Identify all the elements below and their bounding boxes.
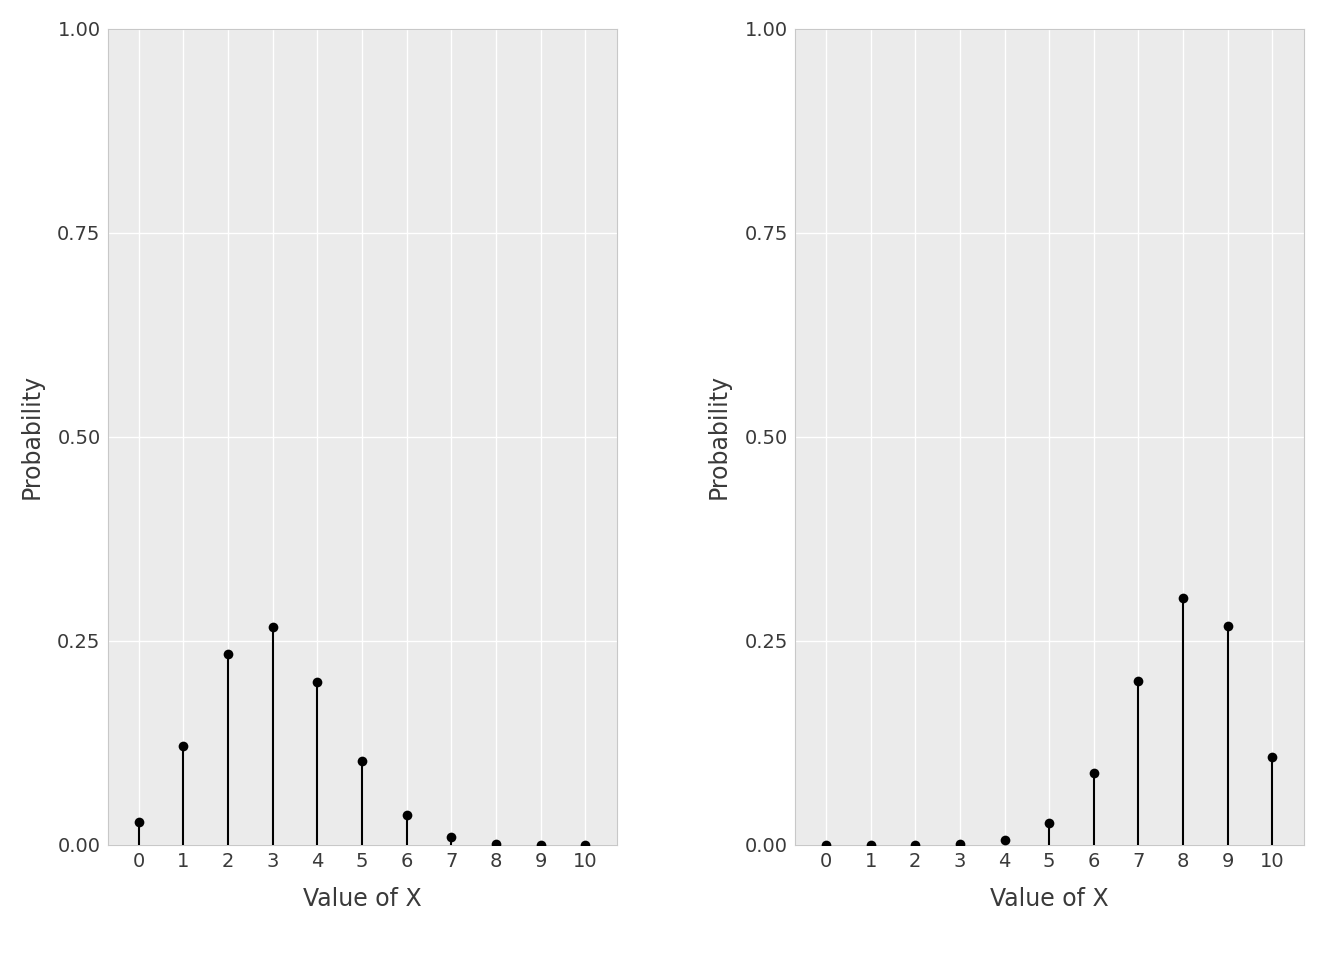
Point [993, 832, 1015, 848]
Point [218, 647, 239, 662]
Point [1128, 673, 1149, 688]
Point [860, 837, 882, 852]
Point [949, 836, 970, 852]
Point [306, 674, 328, 689]
Point [441, 829, 462, 845]
Point [905, 837, 926, 852]
Point [1218, 618, 1239, 634]
X-axis label: Value of X: Value of X [991, 887, 1109, 911]
X-axis label: Value of X: Value of X [302, 887, 421, 911]
Point [530, 837, 551, 852]
Point [1083, 765, 1105, 780]
Point [172, 738, 194, 754]
Point [351, 754, 372, 769]
Y-axis label: Probability: Probability [19, 374, 43, 499]
Point [262, 619, 284, 635]
Point [1039, 816, 1060, 831]
Point [396, 807, 418, 823]
Point [574, 837, 595, 852]
Point [128, 814, 149, 829]
Point [485, 836, 507, 852]
Point [1262, 750, 1284, 765]
Point [1172, 590, 1193, 606]
Point [816, 837, 837, 852]
Y-axis label: Probability: Probability [707, 374, 731, 499]
